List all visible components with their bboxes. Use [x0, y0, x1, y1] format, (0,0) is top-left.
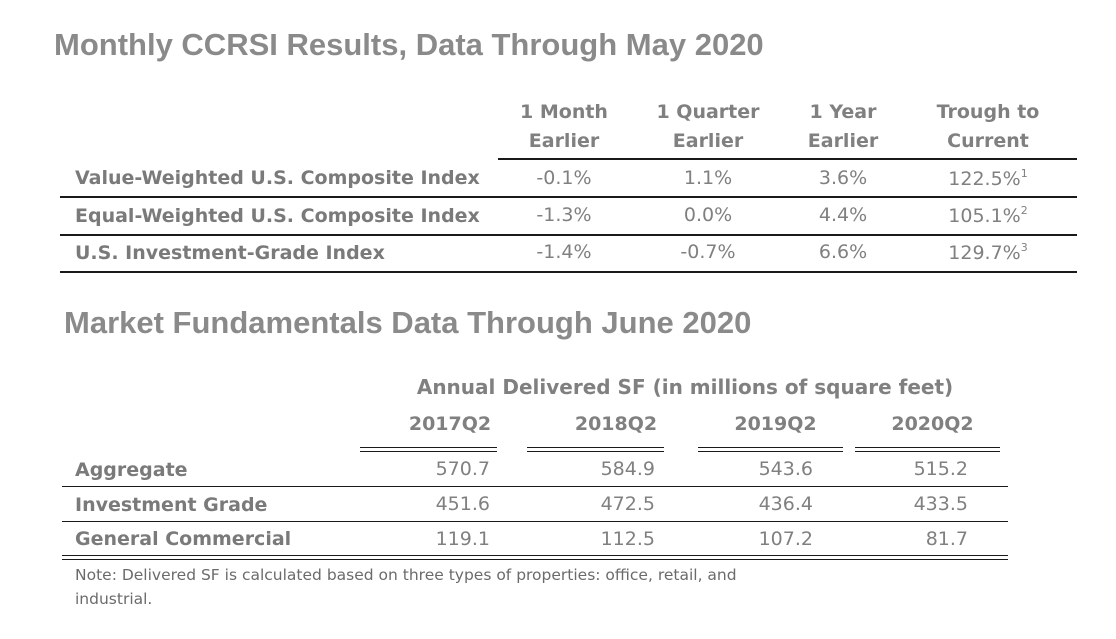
cell-value: 112.5 — [600, 528, 655, 550]
cell-value: 584.9 — [600, 458, 655, 480]
cell-value: 119.1 — [435, 528, 490, 550]
footnote-marker: 3 — [1020, 241, 1028, 254]
header-rule — [498, 158, 1077, 160]
row-label: General Commercial — [75, 528, 292, 550]
col-header-2017q2: 2017Q2 — [408, 413, 492, 435]
col-header-2020q2: 2020Q2 — [891, 413, 974, 435]
cell-value: 472.5 — [600, 493, 655, 515]
row-divider — [62, 486, 1008, 487]
cell-value: 436.4 — [758, 493, 813, 515]
cell-value-with-footnote: 122.5%1 — [948, 167, 1028, 190]
cell-value: 3.6% — [818, 167, 868, 189]
row-label: Equal-Weighted U.S. Composite Index — [75, 205, 480, 227]
footnote-text: Note: Delivered SF is calculated based o… — [75, 566, 737, 608]
cell-value: 515.2 — [913, 458, 968, 480]
col-header-2019q2: 2019Q2 — [734, 413, 817, 435]
cell-value: -1.4% — [536, 241, 592, 263]
cell-value: 107.2 — [758, 528, 813, 550]
cell-value: 543.6 — [758, 458, 813, 480]
cell-value-with-footnote: 105.1%2 — [948, 204, 1028, 227]
footnote-marker: 2 — [1020, 204, 1028, 217]
cell-value: 6.6% — [818, 241, 868, 263]
row-divider — [60, 234, 1077, 236]
cell-value-with-footnote: 129.7%3 — [948, 241, 1028, 264]
col-header-trough: Trough to Current — [936, 101, 1040, 152]
cell-value: 81.7 — [925, 528, 968, 550]
section2-title: Market Fundamentals Data Through June 20… — [64, 305, 752, 340]
table-bottom-rule — [60, 271, 1077, 273]
row-divider — [62, 521, 1008, 522]
section1-title: Monthly CCRSI Results, Data Through May … — [54, 27, 764, 62]
cell-value: 570.7 — [435, 458, 490, 480]
cell-value: 451.6 — [435, 493, 490, 515]
cell-value: 1.1% — [683, 167, 733, 189]
row-label: Value-Weighted U.S. Composite Index — [75, 167, 480, 189]
cell-value: 4.4% — [818, 204, 868, 226]
cell-value: 433.5 — [913, 493, 968, 515]
col-header-1-quarter: 1 Quarter Earlier — [656, 101, 760, 152]
cell-value: -1.3% — [536, 204, 592, 226]
cell-value: 0.0% — [683, 204, 733, 226]
col-header-1-year: 1 Year Earlier — [807, 101, 879, 152]
row-label: Aggregate — [75, 459, 188, 481]
col-header-1-month: 1 Month Earlier — [520, 101, 608, 152]
row-label: Investment Grade — [75, 494, 268, 516]
col-header-2018q2: 2018Q2 — [574, 413, 658, 435]
footnote-marker: 1 — [1020, 167, 1028, 180]
row-divider — [60, 196, 1077, 198]
row-label: U.S. Investment-Grade Index — [75, 242, 385, 264]
cell-value: -0.7% — [680, 241, 736, 263]
group-header: Annual Delivered SF (in millions of squa… — [416, 375, 954, 399]
cell-value: -0.1% — [536, 167, 592, 189]
